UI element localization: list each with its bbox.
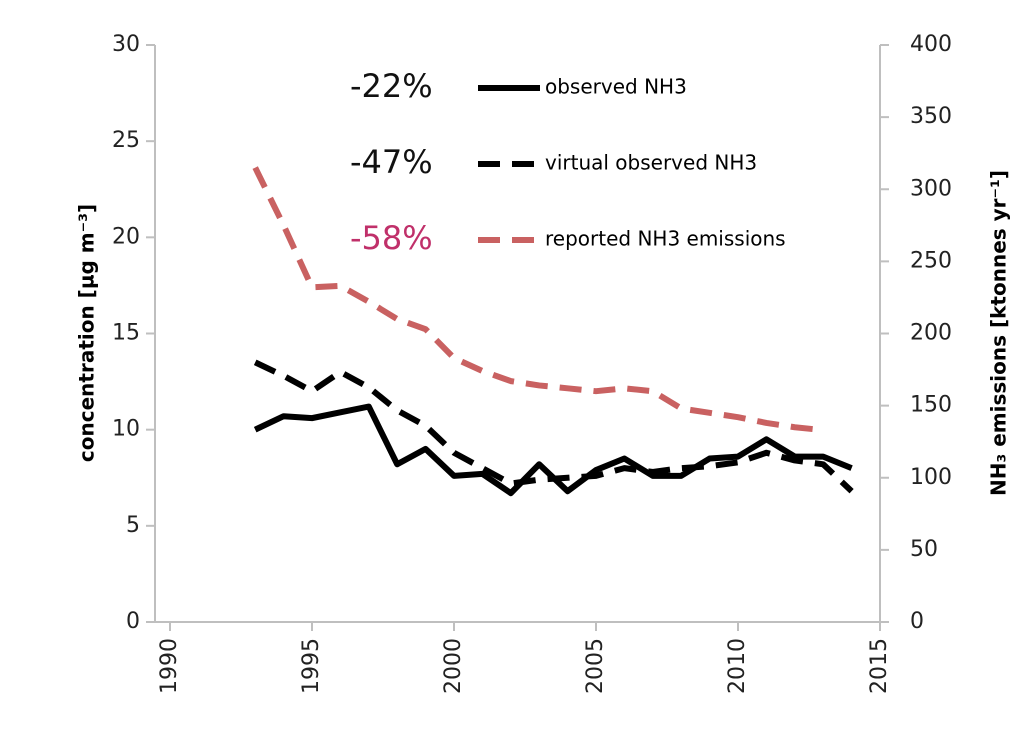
change-annotation: -22% xyxy=(350,67,433,105)
y2-tick-label: 50 xyxy=(910,537,938,562)
x-tick-label: 1995 xyxy=(299,638,324,694)
y2-axis-title: NH₃ emissions [ktonnes yr⁻¹] xyxy=(987,170,1011,496)
y-tick-label: 30 xyxy=(112,32,140,57)
x-tick-label: 2015 xyxy=(867,638,892,694)
y-tick-label: 10 xyxy=(112,417,140,442)
y-tick-label: 20 xyxy=(112,224,140,249)
y2-tick-label: 150 xyxy=(910,393,952,418)
y2-tick-label: 0 xyxy=(910,609,924,634)
y-tick-label: 5 xyxy=(126,513,140,538)
x-tick-label: 2005 xyxy=(583,638,608,694)
y2-tick-label: 300 xyxy=(910,176,952,201)
series-line xyxy=(253,359,854,494)
x-tick-label: 1990 xyxy=(157,638,182,694)
y2-tick-label: 200 xyxy=(910,321,952,346)
y-axis-title: concentration [µg m⁻³] xyxy=(75,204,99,462)
legend-label: reported NH3 emissions xyxy=(545,227,786,251)
x-tick-label: 2000 xyxy=(441,638,466,694)
change-annotation: -58% xyxy=(350,219,433,257)
y-tick-label: 15 xyxy=(112,321,140,346)
series-line xyxy=(252,166,824,434)
change-annotation: -47% xyxy=(350,143,433,181)
legend-label: observed NH3 xyxy=(545,75,687,99)
legend-label: virtual observed NH3 xyxy=(545,151,757,175)
x-tick-label: 2010 xyxy=(725,638,750,694)
y2-tick-label: 250 xyxy=(910,248,952,273)
y2-tick-label: 350 xyxy=(910,104,952,129)
y2-tick-label: 100 xyxy=(910,465,952,490)
y-tick-label: 25 xyxy=(112,128,140,153)
y2-tick-label: 400 xyxy=(910,32,952,57)
y-tick-label: 0 xyxy=(126,609,140,634)
